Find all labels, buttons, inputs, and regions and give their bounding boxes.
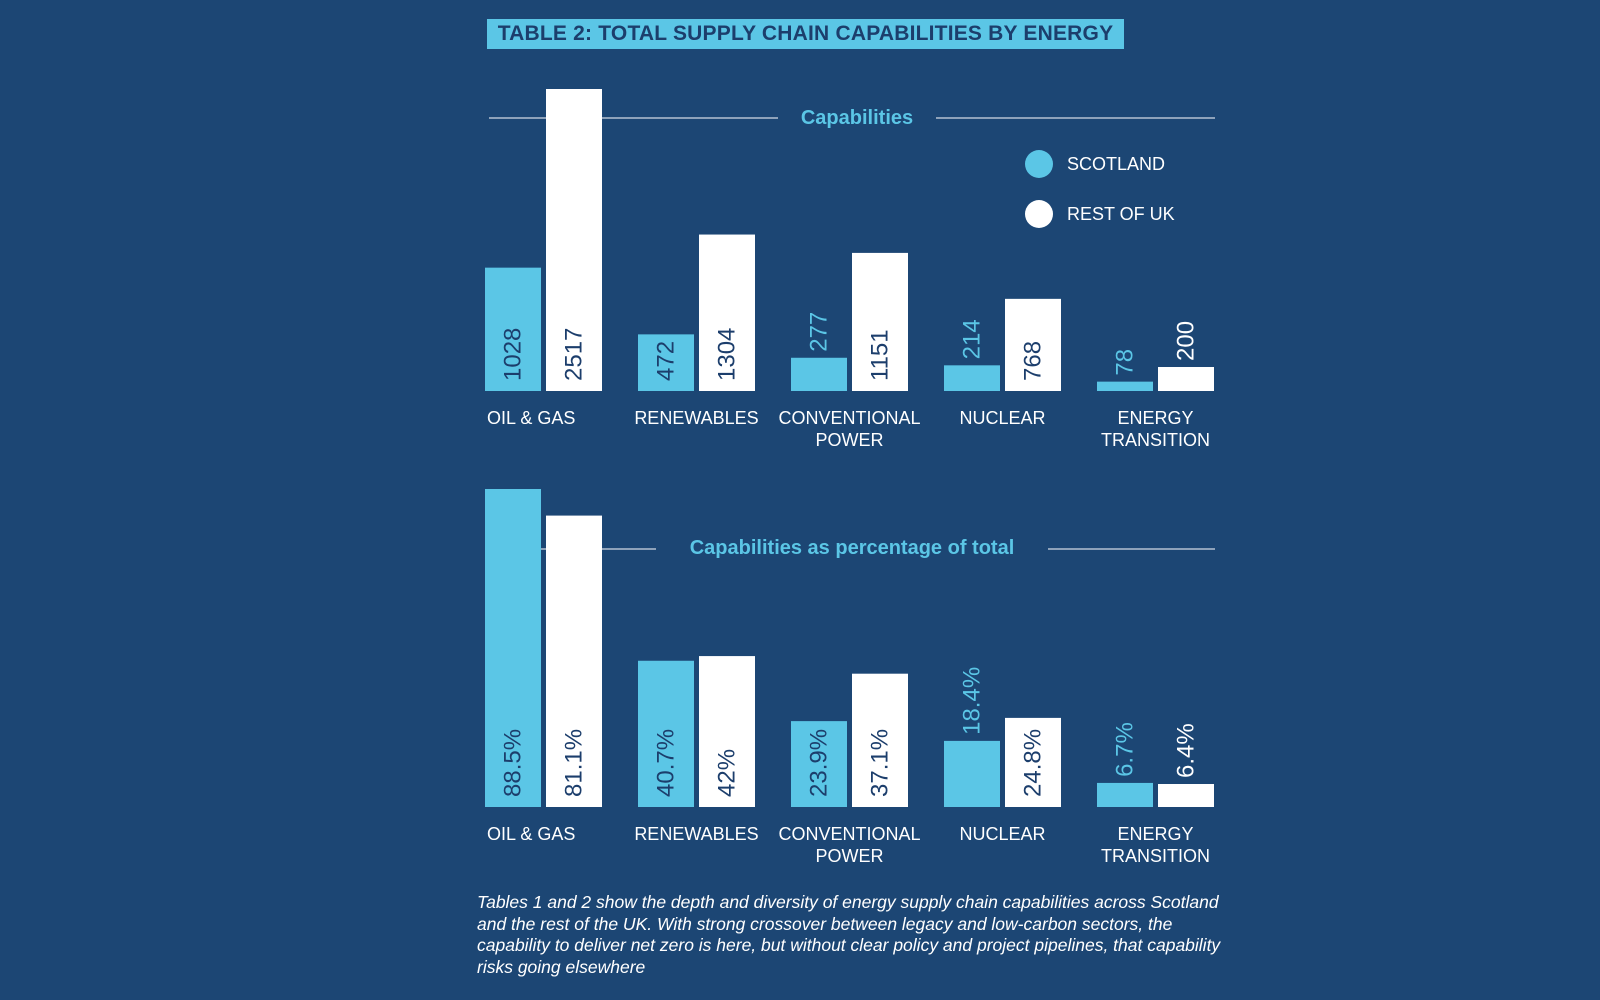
- data-label-capabilities-scotland-3: 214: [959, 319, 986, 359]
- data-label-percentage-scotland-3: 18.4%: [959, 667, 986, 735]
- data-label-percentage-scotland-2: 23.9%: [806, 729, 833, 797]
- data-label-percentage-scotland-1: 40.7%: [653, 729, 680, 797]
- panel-title-percentage: Capabilities as percentage of total: [690, 537, 1015, 559]
- bar-percentage-scotland-2: [791, 721, 847, 807]
- data-label-percentage-scotland-0: 88.5%: [500, 729, 527, 797]
- data-label-capabilities-rest-of-uk-3: 768: [1020, 341, 1047, 381]
- category-label-percentage-4: TRANSITION: [1101, 846, 1210, 866]
- chart-title: TABLE 2: TOTAL SUPPLY CHAIN CAPABILITIES…: [487, 19, 1124, 49]
- bar-capabilities-scotland-0: [485, 267, 541, 391]
- bar-percentage-rest-of-uk-0: [546, 515, 602, 807]
- bar-percentage-scotland-1: [638, 660, 694, 807]
- category-label-capabilities-4: TRANSITION: [1101, 430, 1210, 450]
- data-label-percentage-rest-of-uk-2: 37.1%: [867, 729, 894, 797]
- data-label-percentage-rest-of-uk-0: 81.1%: [561, 729, 588, 797]
- category-label-capabilities-4: ENERGY: [1117, 408, 1193, 428]
- data-label-capabilities-scotland-1: 472: [653, 341, 680, 381]
- category-label-capabilities-2: CONVENTIONAL: [778, 408, 920, 428]
- category-label-percentage-3: NUCLEAR: [959, 824, 1045, 844]
- caption-text: Tables 1 and 2 show the depth and divers…: [477, 892, 1221, 977]
- data-label-capabilities-rest-of-uk-0: 2517: [561, 328, 588, 381]
- category-label-capabilities-3: NUCLEAR: [959, 408, 1045, 428]
- bar-capabilities-rest-of-uk-0: [546, 89, 602, 391]
- category-label-capabilities-2: POWER: [815, 430, 883, 450]
- data-label-percentage-rest-of-uk-4: 6.4%: [1173, 723, 1200, 778]
- category-label-percentage-4: ENERGY: [1117, 824, 1193, 844]
- data-label-capabilities-rest-of-uk-4: 200: [1173, 321, 1200, 361]
- data-label-capabilities-scotland-4: 78: [1112, 349, 1139, 376]
- bar-capabilities-scotland-2: [791, 357, 847, 391]
- bar-capabilities-rest-of-uk-4: [1158, 367, 1214, 391]
- bar-capabilities-rest-of-uk-3: [1005, 298, 1061, 391]
- category-label-capabilities-0: OIL & GAS: [487, 408, 575, 428]
- bar-percentage-rest-of-uk-4: [1158, 784, 1214, 807]
- category-label-capabilities-1: RENEWABLES: [634, 408, 758, 428]
- data-label-capabilities-scotland-0: 1028: [500, 328, 527, 381]
- bar-percentage-rest-of-uk-3: [1005, 717, 1061, 807]
- bar-capabilities-scotland-4: [1097, 381, 1153, 391]
- legend-label-rest-of-uk: REST OF UK: [1067, 204, 1175, 224]
- category-label-percentage-2: POWER: [815, 846, 883, 866]
- bar-percentage-scotland-4: [1097, 782, 1153, 807]
- data-label-capabilities-scotland-2: 277: [806, 312, 833, 352]
- bar-capabilities-rest-of-uk-1: [699, 234, 755, 391]
- category-label-percentage-0: OIL & GAS: [487, 824, 575, 844]
- bar-capabilities-scotland-3: [944, 365, 1000, 391]
- bar-capabilities-rest-of-uk-2: [852, 252, 908, 391]
- bar-percentage-scotland-0: [485, 489, 541, 807]
- legend-label-scotland: SCOTLAND: [1067, 154, 1165, 174]
- legend-marker-rest-of-uk: [1025, 200, 1053, 228]
- bar-capabilities-scotland-1: [638, 334, 694, 391]
- bar-percentage-rest-of-uk-1: [699, 656, 755, 807]
- data-label-percentage-scotland-4: 6.7%: [1112, 722, 1139, 777]
- legend-marker-scotland: [1025, 150, 1053, 178]
- bar-percentage-scotland-3: [944, 740, 1000, 807]
- category-label-percentage-2: CONVENTIONAL: [778, 824, 920, 844]
- data-label-percentage-rest-of-uk-1: 42%: [714, 749, 741, 797]
- bar-percentage-rest-of-uk-2: [852, 673, 908, 807]
- data-label-capabilities-rest-of-uk-2: 1151: [867, 329, 894, 381]
- data-label-percentage-rest-of-uk-3: 24.8%: [1020, 729, 1047, 797]
- category-label-percentage-1: RENEWABLES: [634, 824, 758, 844]
- panel-title-capabilities: Capabilities: [801, 107, 913, 129]
- data-label-capabilities-rest-of-uk-1: 1304: [714, 328, 741, 381]
